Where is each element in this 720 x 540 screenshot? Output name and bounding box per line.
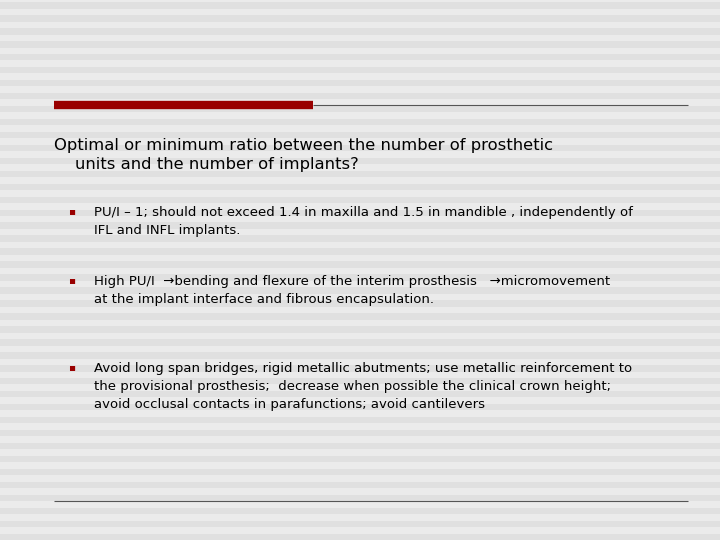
Bar xyxy=(0,456,720,462)
Bar xyxy=(0,235,720,242)
Bar xyxy=(0,158,720,164)
Bar xyxy=(0,313,720,320)
Bar xyxy=(0,365,720,372)
Bar xyxy=(0,417,720,423)
Bar xyxy=(0,119,720,125)
Bar xyxy=(0,222,720,229)
Text: ▪: ▪ xyxy=(68,206,76,217)
Bar xyxy=(0,521,720,527)
Bar xyxy=(0,482,720,488)
Bar xyxy=(0,508,720,514)
Text: Avoid long span bridges, rigid metallic abutments; use metallic reinforcement to: Avoid long span bridges, rigid metallic … xyxy=(94,362,631,411)
Bar xyxy=(0,430,720,436)
Text: ▪: ▪ xyxy=(68,362,76,372)
Bar xyxy=(0,495,720,501)
Bar xyxy=(0,404,720,410)
Bar xyxy=(0,93,720,99)
Text: PU/I – 1; should not exceed 1.4 in maxilla and 1.5 in mandible , independently o: PU/I – 1; should not exceed 1.4 in maxil… xyxy=(94,206,632,237)
Bar xyxy=(0,352,720,359)
Bar xyxy=(0,15,720,22)
Text: ▪: ▪ xyxy=(68,275,76,286)
Bar xyxy=(0,391,720,397)
Bar xyxy=(0,534,720,540)
Bar xyxy=(0,339,720,346)
Bar xyxy=(0,54,720,60)
Text: High PU/I  →bending and flexure of the interim prosthesis   →micromovement
at th: High PU/I →bending and flexure of the in… xyxy=(94,275,610,306)
Bar xyxy=(0,326,720,333)
Bar xyxy=(0,274,720,281)
Bar xyxy=(0,132,720,138)
Text: Optimal or minimum ratio between the number of prosthetic
    units and the numb: Optimal or minimum ratio between the num… xyxy=(54,138,553,172)
Bar xyxy=(0,106,720,112)
Bar xyxy=(0,145,720,151)
Bar xyxy=(0,67,720,73)
Bar xyxy=(0,469,720,475)
Bar xyxy=(0,2,720,9)
Bar xyxy=(0,210,720,216)
Bar xyxy=(0,28,720,35)
Bar xyxy=(0,171,720,177)
Bar xyxy=(0,261,720,268)
Bar xyxy=(0,443,720,449)
Bar xyxy=(0,378,720,384)
Bar xyxy=(0,248,720,255)
Bar xyxy=(0,287,720,294)
Bar xyxy=(0,80,720,86)
Bar xyxy=(0,300,720,307)
Bar xyxy=(0,197,720,203)
Bar xyxy=(0,184,720,190)
Bar xyxy=(0,41,720,48)
